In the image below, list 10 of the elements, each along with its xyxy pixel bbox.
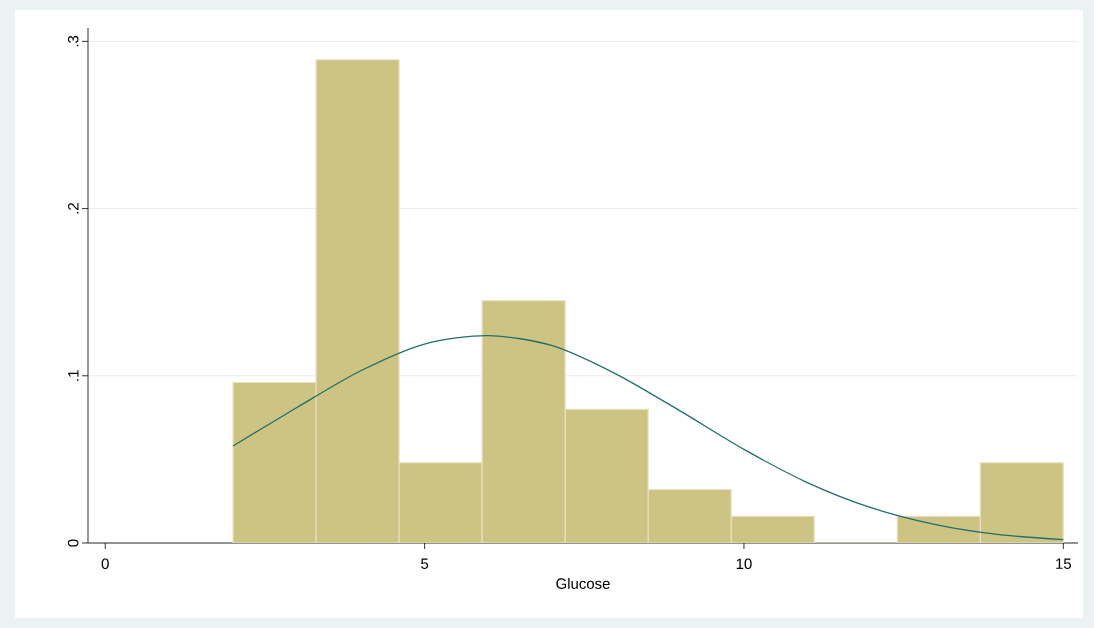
- x-tick-label: 5: [421, 558, 429, 569]
- y-tick-label: .3: [67, 35, 79, 47]
- y-tick-label: .2: [68, 203, 79, 214]
- x-axis-title: Glucose: [556, 577, 610, 589]
- x-tick-label: 10: [736, 558, 752, 570]
- y-tick-label: 0: [67, 539, 79, 547]
- x-tick-label: 0: [101, 558, 109, 570]
- x-tick-label: 15: [1056, 558, 1072, 569]
- line-series: [232, 335, 1064, 541]
- y-tick-label: .1: [68, 370, 79, 381]
